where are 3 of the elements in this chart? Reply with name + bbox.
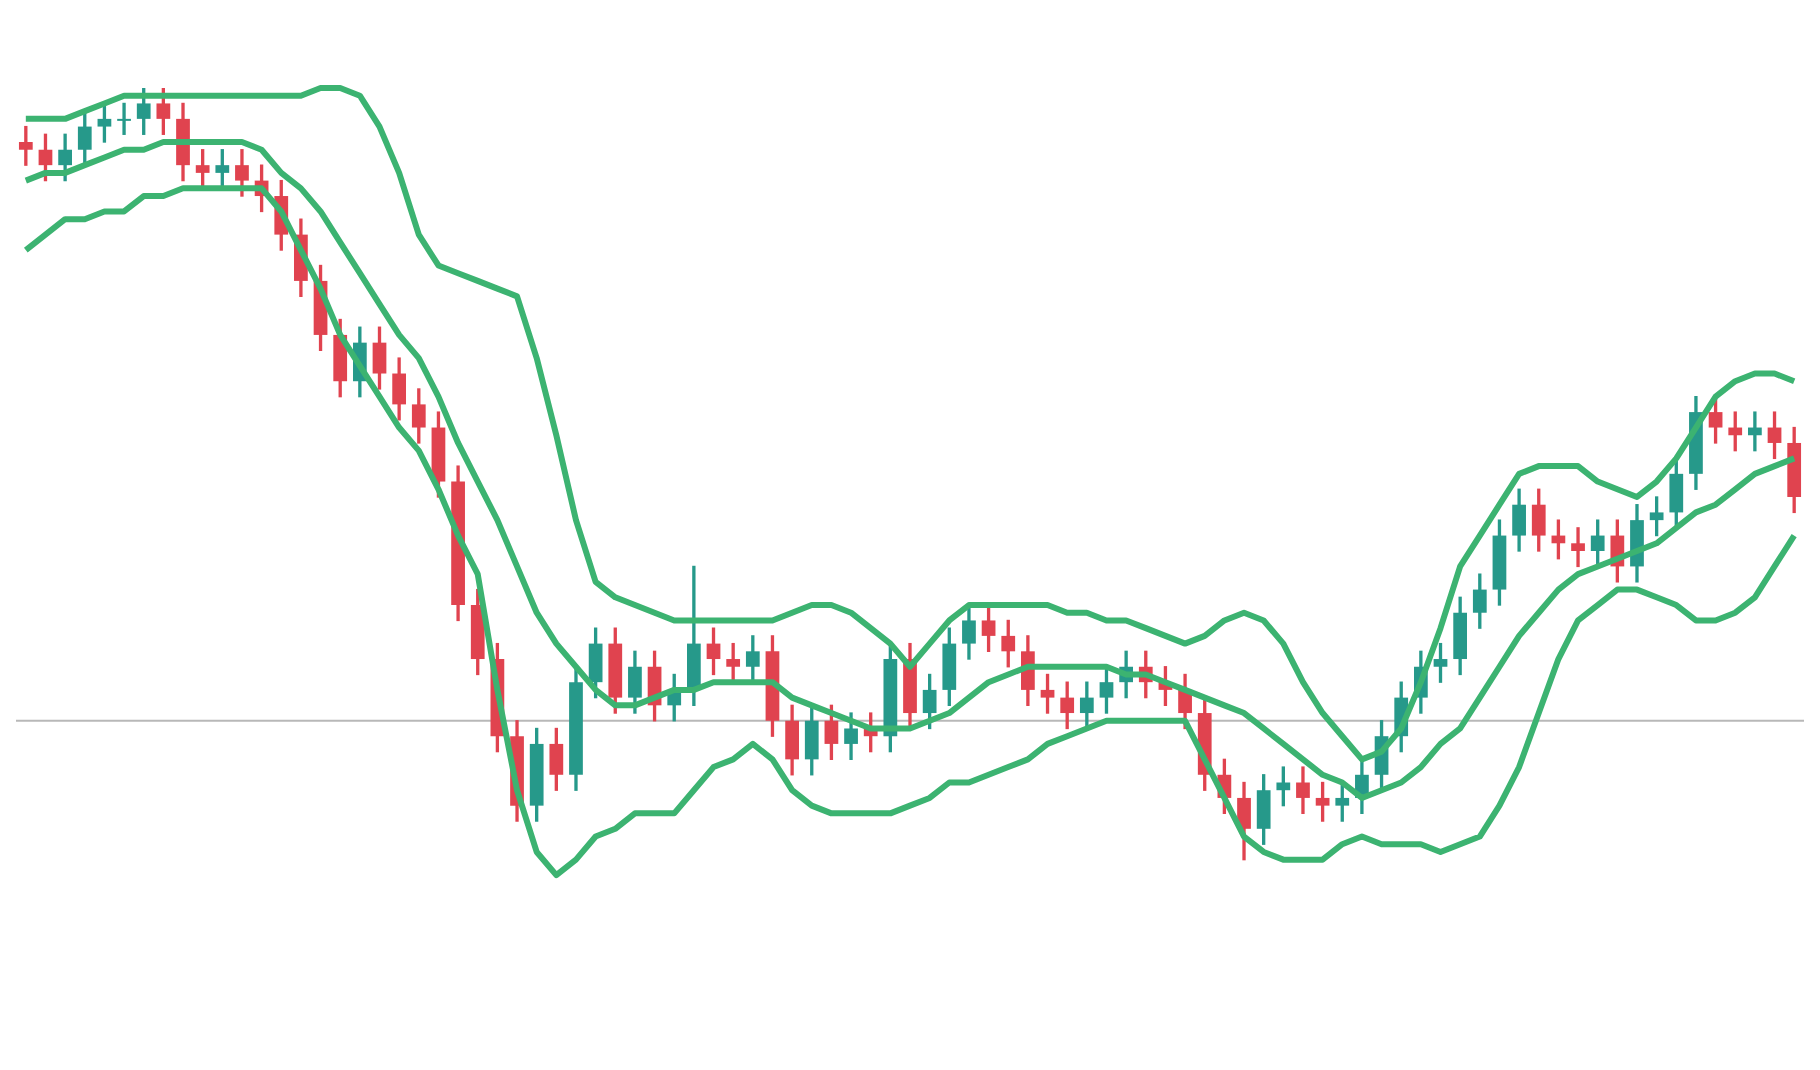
candlestick xyxy=(1748,411,1762,452)
candlestick xyxy=(1571,527,1585,568)
candlestick xyxy=(117,102,131,135)
